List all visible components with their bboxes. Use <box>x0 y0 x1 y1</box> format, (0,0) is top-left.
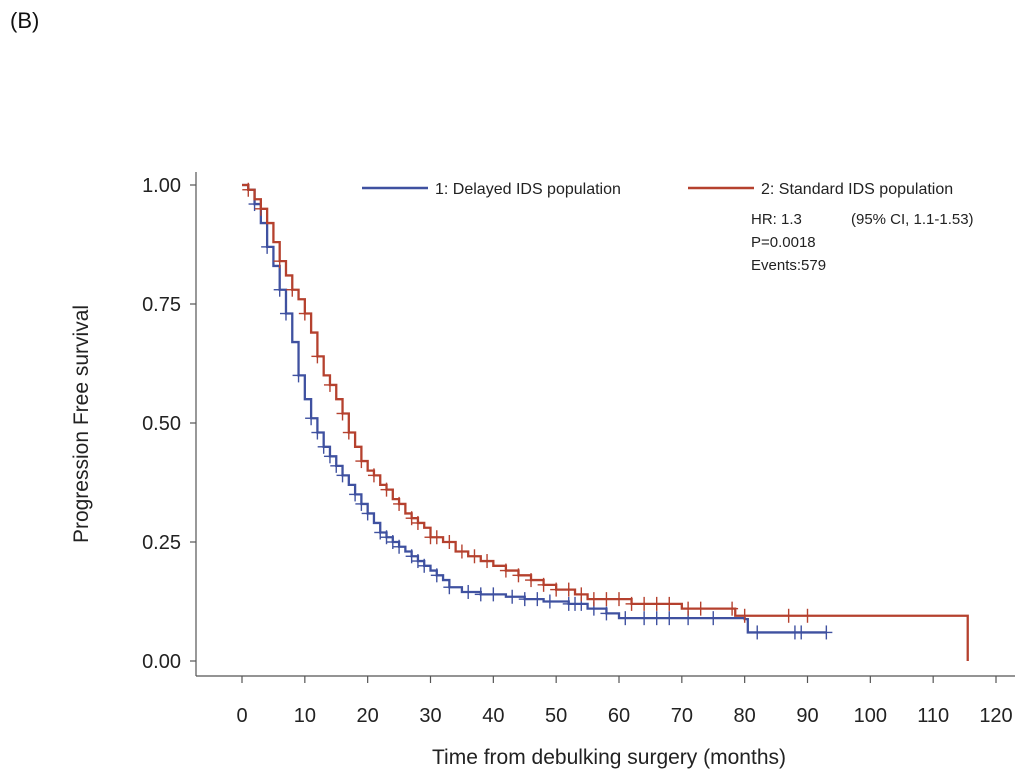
series-line-standard <box>242 183 969 661</box>
y-ticks: 0.00 0.25 0.50 0.75 1.00 <box>142 175 196 673</box>
annotations: HR: 1.3 (95% CI, 1.1-1.53) P=0.0018 Even… <box>751 211 974 274</box>
x-tick-label: 90 <box>796 705 818 727</box>
legend-label-standard: 2: Standard IDS population <box>761 181 953 198</box>
x-ticks: 0 10 20 30 40 50 60 70 80 90 100 110 120 <box>236 676 1013 727</box>
events-annotation: Events:579 <box>751 257 826 274</box>
x-axis-label: Time from debulking surgery (months) <box>432 746 786 769</box>
series-line-delayed <box>242 183 827 634</box>
x-tick-label: 10 <box>294 705 316 727</box>
p-value-annotation: P=0.0018 <box>751 234 816 251</box>
y-tick-label: 1.00 <box>142 175 181 197</box>
y-axis-label: Progression Free survival <box>70 305 93 543</box>
x-tick-label: 100 <box>854 705 887 727</box>
x-tick-label: 60 <box>608 705 630 727</box>
x-tick-label: 80 <box>734 705 756 727</box>
y-tick-label: 0.25 <box>142 532 181 554</box>
panel-label: (B) <box>10 8 40 33</box>
x-tick-label: 120 <box>979 705 1012 727</box>
hr-annotation: HR: 1.3 <box>751 211 802 228</box>
y-tick-label: 0.50 <box>142 413 181 435</box>
legend-label-delayed: 1: Delayed IDS population <box>435 181 621 198</box>
x-tick-label: 40 <box>482 705 504 727</box>
x-tick-label: 30 <box>419 705 441 727</box>
series-layer <box>242 182 969 661</box>
ci-annotation: (95% CI, 1.1-1.53) <box>851 211 974 228</box>
x-tick-label: 50 <box>545 705 567 727</box>
axes <box>195 172 1015 677</box>
x-tick-label: 20 <box>357 705 379 727</box>
legend: 1: Delayed IDS population 2: Standard ID… <box>362 181 953 198</box>
x-tick-label: 0 <box>236 705 247 727</box>
x-tick-label: 70 <box>671 705 693 727</box>
y-tick-label: 0.75 <box>142 294 181 316</box>
y-tick-label: 0.00 <box>142 651 181 673</box>
x-tick-label: 110 <box>917 705 949 727</box>
